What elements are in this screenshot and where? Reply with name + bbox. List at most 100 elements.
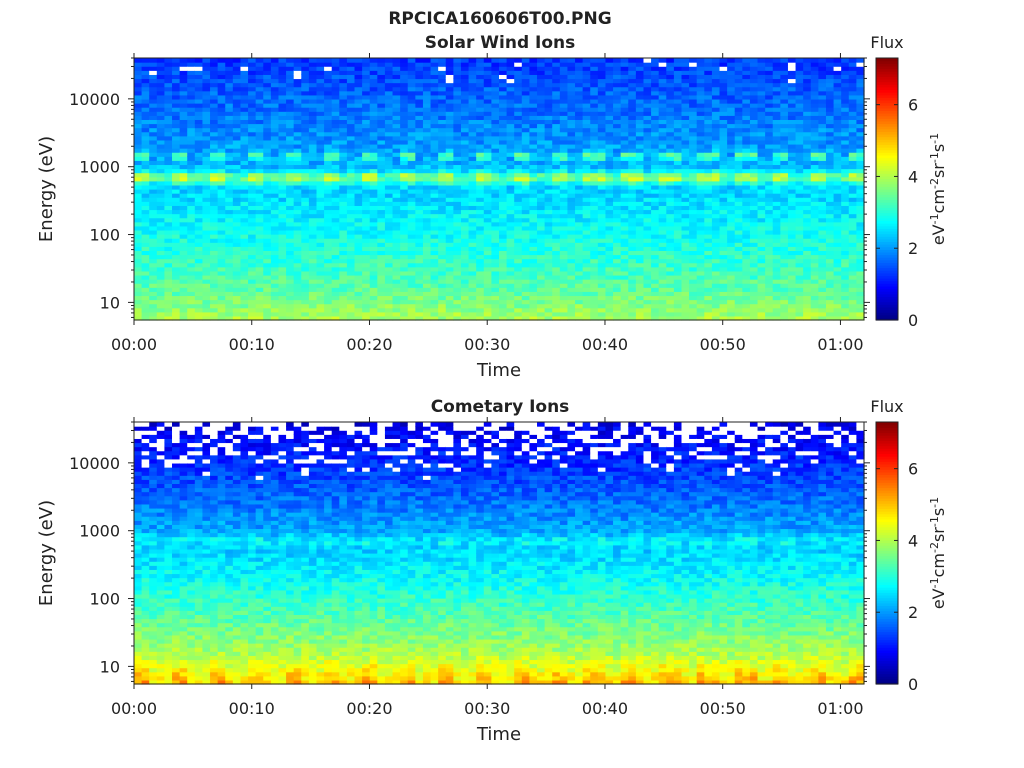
heat-cell [179,98,188,104]
heat-cell [483,78,492,84]
heat-cell [590,246,599,251]
heat-cell [377,74,386,80]
heat-cell [605,221,614,227]
heat-cell [407,139,416,145]
heat-cell [460,197,470,202]
heat-cell [316,262,325,268]
heat-cell [620,156,629,161]
heat-cell [392,197,401,202]
heat-cell [620,139,629,145]
heat-cell [468,229,477,235]
heat-cell [362,152,371,157]
heat-cell [331,234,340,239]
heat-cell [362,279,371,284]
heat-cell [331,287,340,292]
heat-cell [445,193,454,198]
heat-cell [605,205,614,211]
heat-cell [278,266,287,272]
heat-cell [415,217,424,223]
heat-cell [369,205,378,211]
heat-cell [575,311,584,317]
heat-cell [514,82,523,88]
heat-cell [286,234,295,239]
heat-cell [521,283,531,288]
heat-cell [476,176,485,182]
heat-cell [187,295,196,301]
heat-cell [689,176,698,182]
heat-cell [628,135,637,141]
heat-cell [575,250,584,256]
heat-cell [278,176,287,182]
heat-cell [438,115,447,120]
heat-cell [263,127,272,133]
heat-cell [506,58,515,63]
heat-cell [156,197,166,202]
heat-cell [301,229,310,235]
heat-cell [331,70,340,75]
heat-cell [202,291,211,297]
heat-cell [308,139,318,145]
heat-cell [628,176,637,182]
heat-cell [172,172,181,178]
heat-cell [316,184,325,190]
heat-cell [544,127,553,133]
heat-cell [704,58,713,63]
heat-cell [415,283,424,288]
heat-cell [301,86,310,92]
heat-cell [339,58,348,63]
heat-cell [240,238,249,243]
heat-cell [232,70,242,75]
heat-cell [263,62,272,67]
heat-cell [552,62,561,67]
heat-cell [156,90,166,96]
heat-cell [346,295,356,301]
heat-cell [377,70,386,75]
heat-cell [499,311,508,317]
heat-cell [194,193,204,198]
heat-cell [210,131,219,137]
heat-cell [590,123,599,129]
heat-cell [202,70,211,75]
heat-cell [711,119,721,125]
heat-cell [681,238,690,243]
heat-cell [308,254,318,260]
heat-cell [673,115,683,120]
heat-cell [521,103,531,108]
heat-cell [422,283,432,288]
heat-cell [681,262,690,268]
heat-cell [597,209,607,215]
heat-cell [346,160,356,166]
heat-cell [156,168,166,174]
heat-cell [179,78,188,84]
heat-cell [263,238,272,243]
heat-cell [248,213,257,219]
heat-cell [278,291,287,297]
heat-cell [719,152,728,157]
heat-cell [301,238,310,243]
heat-cell [286,103,295,108]
heat-cell [194,82,204,88]
heat-cell [362,287,371,292]
heat-cell [689,156,698,161]
heat-cell [673,127,683,133]
heat-cell [491,168,500,174]
heat-cell [453,70,462,75]
heat-cell [673,180,683,186]
heat-cell [719,115,728,120]
heat-cell [521,148,531,153]
heat-cell [590,270,599,276]
heat-cell [164,193,173,198]
heat-cell [422,291,432,297]
heat-cell [415,123,424,129]
heat-cell [331,74,340,80]
heat-cell [468,111,477,116]
heat-cell [384,258,394,264]
heat-cell [217,164,226,170]
heat-cell [270,176,280,182]
heat-cell [696,74,705,80]
heat-cell [248,119,257,125]
heat-cell [346,246,356,251]
heat-cell [225,98,234,104]
heat-cell [499,168,508,174]
heat-cell [438,287,447,292]
